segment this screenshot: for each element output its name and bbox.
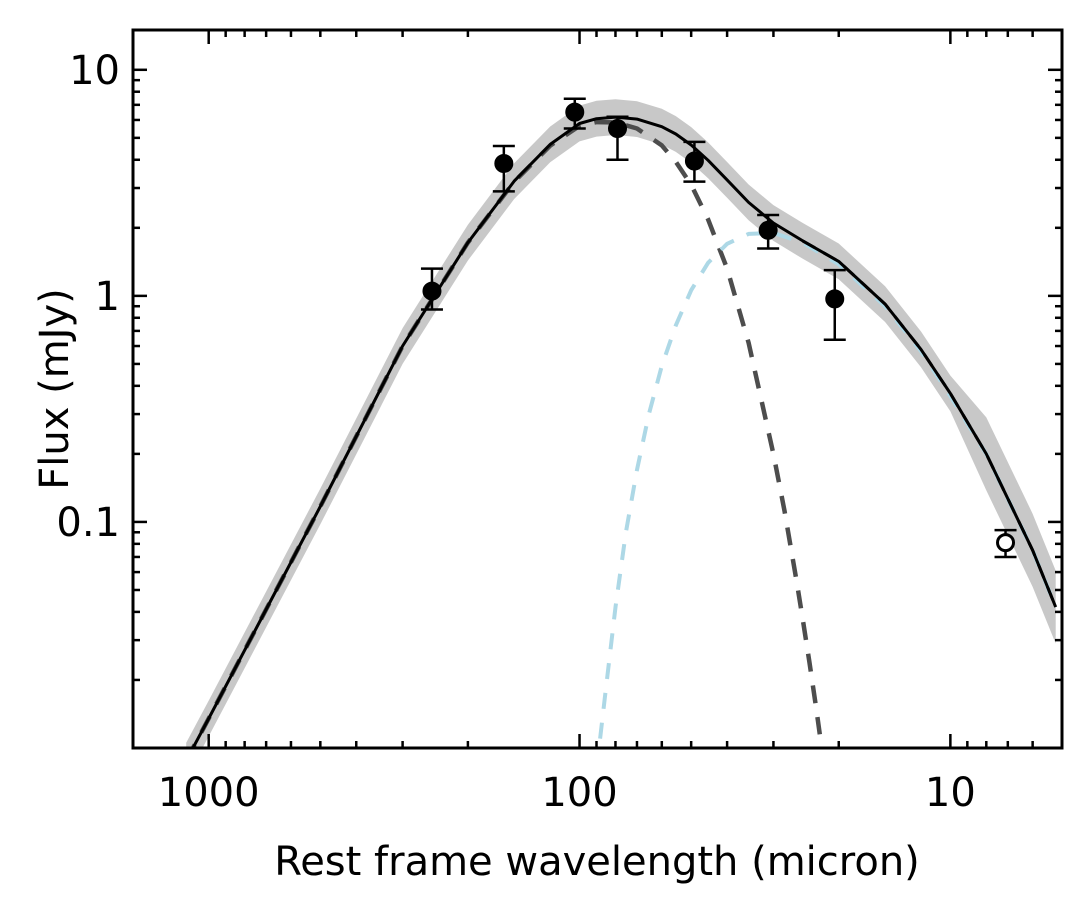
data-points-layer [420, 97, 1017, 559]
tick-labels: 1000 100 10 0.1 1 10 [56, 48, 975, 816]
data-point-6 [757, 213, 780, 250]
data-point-7 [823, 268, 846, 341]
data-point-5 [683, 140, 706, 183]
data-point-4 [606, 115, 629, 162]
model-curves-layer [190, 115, 1058, 748]
uncertainty-band-layer [186, 99, 1056, 748]
data-point-2 [492, 144, 515, 193]
data-marker [565, 102, 585, 122]
data-marker [494, 154, 514, 174]
data-point-3 [563, 97, 586, 130]
x-tick-label: 10 [925, 770, 976, 816]
x-axis-label: Rest frame wavelength (micron) [274, 839, 920, 885]
axis-ticks [133, 30, 1064, 750]
y-tick-label: 1 [95, 274, 120, 320]
y-axis-label: Flux (mJy) [32, 288, 78, 490]
data-marker [758, 220, 778, 240]
uncertainty-band [186, 99, 1056, 748]
data-marker [422, 281, 442, 301]
data-point-1 [420, 267, 443, 311]
y-tick-label: 0.1 [56, 500, 120, 546]
data-marker [684, 151, 704, 171]
data-marker [996, 533, 1016, 553]
data-marker [607, 119, 627, 139]
y-tick-label: 10 [69, 48, 120, 94]
x-tick-label: 1000 [158, 770, 260, 816]
total-model-line [191, 115, 1058, 748]
data-marker [825, 289, 845, 309]
cold-component-line [190, 119, 823, 748]
x-tick-label: 100 [541, 770, 617, 816]
plot-frame [131, 28, 1064, 750]
total-model-tail-dashed [802, 239, 1058, 608]
data-point-8 [994, 528, 1017, 559]
